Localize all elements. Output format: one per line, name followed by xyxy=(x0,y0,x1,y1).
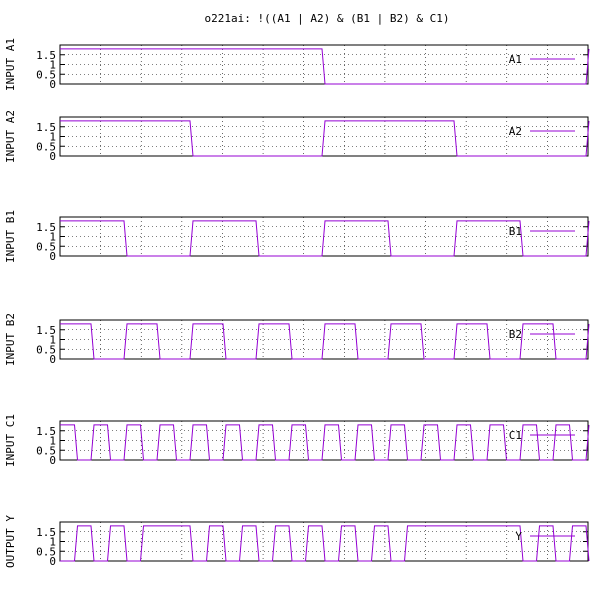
y-tick-label: 1.5 xyxy=(36,49,56,62)
waveform-b2 xyxy=(60,323,590,360)
y-tick-label: 0 xyxy=(49,555,56,568)
legend-label: A1 xyxy=(509,53,522,66)
y-tick-label: 0.5 xyxy=(36,140,56,153)
legend-label: C1 xyxy=(509,429,522,442)
panel-b2: 00.511.5 INPUT B2 B2 xyxy=(4,313,590,366)
y-tick-label: 0 xyxy=(49,250,56,263)
y-axis-label: INPUT B1 xyxy=(4,210,17,263)
y-tick-label: 1.5 xyxy=(36,221,56,234)
panel-c1: 00.511.5 INPUT C1 C1 xyxy=(4,414,590,467)
y-tick-label: 1.5 xyxy=(36,324,56,337)
legend-label: A2 xyxy=(509,125,522,138)
figure-title: o221ai: !((A1 | A2) & (B1 | B2) & C1) xyxy=(204,12,449,25)
panel-y: 00.511.5 OUTPUT Y Y xyxy=(4,515,590,568)
y-axis-label: INPUT A1 xyxy=(4,38,17,91)
waveform-c1 xyxy=(60,424,590,461)
y-axis-label: INPUT C1 xyxy=(4,414,17,467)
y-tick-label: 1.5 xyxy=(36,121,56,134)
waveform-b1 xyxy=(60,220,590,257)
waveform-y xyxy=(60,525,590,562)
y-tick-label: 1 xyxy=(49,231,56,244)
waveform-a1 xyxy=(60,48,590,85)
y-tick-label: 0.5 xyxy=(36,68,56,81)
y-tick-label: 1 xyxy=(49,334,56,347)
legend-label: B1 xyxy=(509,225,522,238)
y-tick-label: 1 xyxy=(49,59,56,72)
y-tick-label: 0 xyxy=(49,150,56,163)
y-tick-label: 1 xyxy=(49,536,56,549)
y-tick-label: 0.5 xyxy=(36,444,56,457)
legend-label: Y xyxy=(515,530,522,543)
y-tick-label: 1.5 xyxy=(36,526,56,539)
y-tick-label: 0 xyxy=(49,353,56,366)
legend-label: B2 xyxy=(509,328,522,341)
waveform-a2 xyxy=(60,120,590,157)
y-tick-label: 1 xyxy=(49,131,56,144)
grid xyxy=(60,522,588,561)
y-axis-label: INPUT B2 xyxy=(4,313,17,366)
panel-b1: 00.511.5 INPUT B1 B1 xyxy=(4,210,590,263)
y-tick-label: 1.5 xyxy=(36,425,56,438)
y-axis-label: OUTPUT Y xyxy=(4,515,17,568)
y-tick-label: 0 xyxy=(49,454,56,467)
y-axis-label: INPUT A2 xyxy=(4,110,17,163)
y-tick-label: 0.5 xyxy=(36,240,56,253)
y-tick-label: 0.5 xyxy=(36,545,56,558)
y-tick-label: 0 xyxy=(49,78,56,91)
y-tick-label: 0.5 xyxy=(36,343,56,356)
panel-a2: 00.511.5 INPUT A2 A2 xyxy=(4,110,590,163)
panel-a1: 00.511.5 INPUT A1 A1 xyxy=(4,38,590,91)
y-tick-label: 1 xyxy=(49,435,56,448)
